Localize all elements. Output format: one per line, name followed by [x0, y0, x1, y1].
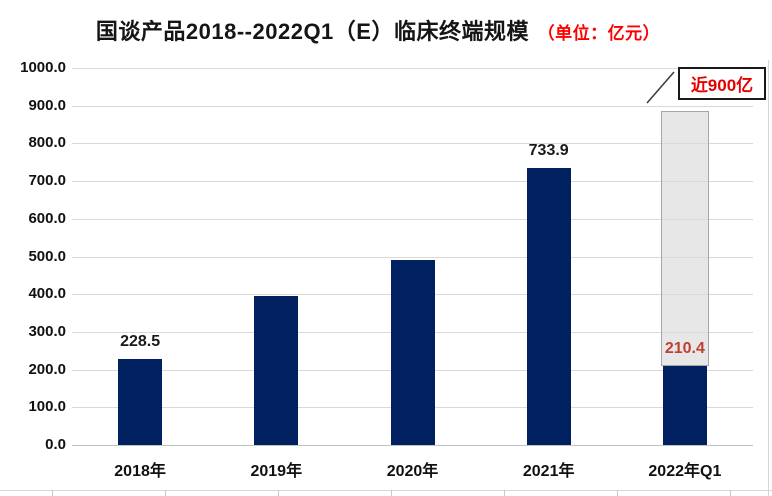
estimated-total-overlay-bar	[660, 111, 709, 366]
spreadsheet-cell-tick	[730, 490, 731, 496]
y-tick-label: 400.0	[28, 285, 66, 303]
y-tick-label: 500.0	[28, 247, 66, 265]
x-tick-label-2020年: 2020年	[386, 463, 439, 480]
spreadsheet-cell-tick	[52, 490, 53, 496]
data-label-2018年: 228.5	[120, 332, 161, 350]
gridline	[72, 143, 753, 145]
spreadsheet-cell-tick	[617, 490, 618, 496]
gridline	[72, 218, 753, 220]
spreadsheet-cell-tick	[391, 490, 392, 496]
bar-2018年	[118, 358, 163, 445]
gridline	[72, 68, 753, 69]
x-tick-label-2019年: 2019年	[250, 463, 303, 480]
x-tick-label-2021年: 2021年	[522, 463, 575, 480]
bar-2021年	[526, 168, 571, 445]
y-tick-label: 900.0	[28, 96, 66, 114]
y-tick-label: 200.0	[28, 360, 66, 378]
chart-title-unit: （单位：亿元）	[537, 24, 661, 43]
spreadsheet-column-border	[768, 60, 769, 496]
y-tick-label: 800.0	[28, 134, 66, 152]
spreadsheet-cell-tick	[504, 490, 505, 496]
bar-2020年	[390, 260, 435, 445]
spreadsheet-row-border	[0, 490, 772, 491]
gridline	[72, 105, 753, 107]
data-label-2022年Q1: 210.4	[664, 339, 705, 357]
chart-title: 国谈产品2018--2022Q1（E）临床终端规模 （单位：亿元）	[0, 14, 756, 46]
y-tick-label: 100.0	[28, 398, 66, 416]
y-tick-label: 300.0	[28, 322, 66, 340]
chart-title-main: 国谈产品2018--2022Q1（E）临床终端规模	[95, 19, 529, 44]
x-tick-label-2022年Q1: 2022年Q1	[648, 463, 722, 480]
bar-2019年	[254, 296, 299, 445]
x-tick-label-2018年: 2018年	[114, 463, 166, 480]
data-label-2021年: 733.9	[528, 142, 569, 160]
y-tick-label: 700.0	[28, 172, 66, 190]
y-tick-label: 1000.0	[20, 59, 66, 76]
annotation-box: 近900亿	[678, 67, 766, 100]
annotation-text: 近900亿	[690, 76, 754, 95]
bar-2022年Q1	[662, 365, 707, 445]
spreadsheet-cell-tick	[165, 490, 166, 496]
gridline	[72, 256, 753, 258]
y-tick-label: 600.0	[28, 209, 66, 227]
spreadsheet-cell-tick	[278, 490, 279, 496]
gridline	[72, 445, 753, 446]
y-tick-label: 0.0	[45, 436, 66, 453]
gridline	[72, 181, 753, 183]
